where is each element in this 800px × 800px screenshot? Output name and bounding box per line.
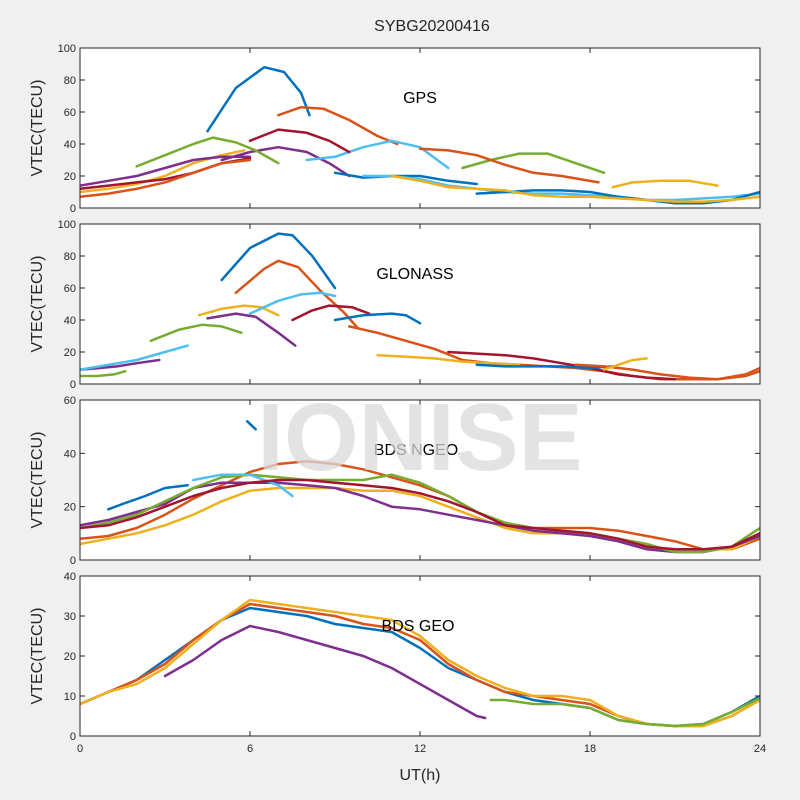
series-group — [80, 65, 760, 205]
series-line — [291, 304, 371, 322]
series-line — [220, 232, 337, 290]
y-axis-label: VTEC(TECU) — [29, 256, 46, 353]
series-line — [80, 158, 252, 199]
y-tick-label: 60 — [64, 107, 76, 119]
series-line — [447, 350, 677, 381]
x-axis-label: UT(h) — [400, 767, 441, 784]
y-tick-label: 20 — [64, 651, 76, 663]
y-tick-label: 0 — [70, 379, 76, 391]
panel-glonass: 0 20 40 60 80 100 VTEC(TECU) GLONASS — [29, 219, 761, 391]
y-tick-label: 30 — [64, 611, 76, 623]
series-line — [333, 312, 422, 325]
panel-label: BDS NGEO — [374, 442, 458, 459]
series-line — [489, 696, 760, 728]
x-tick-label: 18 — [584, 743, 596, 755]
y-tick-label: 40 — [64, 571, 76, 583]
series-group — [80, 598, 760, 728]
y-tick-label: 100 — [58, 43, 76, 55]
series-line — [611, 179, 719, 189]
figure-title: SYBG20200416 — [374, 18, 490, 35]
series-line — [248, 291, 337, 315]
series-line — [418, 147, 600, 184]
series-line — [277, 105, 399, 146]
y-tick-label: 0 — [70, 555, 76, 567]
panel-label: GPS — [403, 90, 437, 107]
series-line — [80, 155, 252, 187]
plot-area — [80, 48, 760, 208]
series-line — [80, 460, 760, 551]
series-line — [220, 145, 351, 178]
series-line — [149, 323, 243, 343]
plot-area — [80, 224, 760, 384]
series-line — [80, 473, 760, 554]
series-line — [206, 312, 297, 347]
y-tick-label: 20 — [64, 347, 76, 359]
series-line — [234, 259, 359, 330]
x-tick-label: 24 — [754, 743, 766, 755]
plot-area — [80, 576, 760, 736]
y-tick-label: 40 — [64, 315, 76, 327]
series-line — [80, 478, 760, 551]
series-line — [197, 304, 280, 317]
series-group — [80, 420, 760, 554]
series-line — [135, 136, 280, 168]
y-tick-label: 40 — [64, 139, 76, 151]
y-axis-label: VTEC(TECU) — [29, 80, 46, 177]
series-line — [245, 420, 257, 431]
y-tick-label: 0 — [70, 731, 76, 743]
y-axis-label: VTEC(TECU) — [29, 432, 46, 529]
x-tick-label: 0 — [77, 743, 83, 755]
y-tick-label: 10 — [64, 691, 76, 703]
series-line — [475, 363, 614, 370]
y-tick-label: 20 — [64, 171, 76, 183]
y-tick-label: 40 — [64, 448, 76, 460]
panel-bds-ngeo: 0 20 40 60 VTEC(TECU) BDS NGEO — [29, 395, 761, 567]
series-line — [362, 174, 760, 202]
series-line — [390, 174, 760, 203]
series-line — [376, 353, 521, 367]
y-tick-label: 80 — [64, 251, 76, 263]
y-tick-label: 0 — [70, 203, 76, 215]
x-tick-label: 12 — [414, 743, 426, 755]
y-tick-label: 60 — [64, 395, 76, 407]
y-tick-label: 60 — [64, 283, 76, 295]
series-line — [80, 344, 189, 371]
series-group — [80, 232, 760, 381]
series-line — [461, 152, 606, 175]
x-tick-label: 6 — [247, 743, 253, 755]
y-tick-label: 80 — [64, 75, 76, 87]
panel-gps: 0 20 40 60 80 100 VTEC(TECU) GPS — [29, 43, 761, 215]
series-line — [107, 484, 189, 511]
series-line — [248, 128, 351, 154]
panel-label: GLONASS — [376, 266, 453, 283]
series-line — [163, 624, 487, 720]
series-line — [333, 171, 478, 186]
y-tick-label: 20 — [64, 502, 76, 514]
series-line — [602, 357, 648, 371]
y-axis-label: VTEC(TECU) — [29, 608, 46, 705]
y-tick-label: 100 — [58, 219, 76, 231]
panel-bds-geo: 0 10 20 30 40 0 6 12 18 24 VTEC(TECU) BDS GEO — [29, 571, 766, 755]
series-line — [305, 139, 450, 170]
watermark: IONISE — [257, 384, 582, 491]
series-line — [80, 149, 246, 194]
panel-label: BDS GEO — [382, 618, 455, 635]
series-line — [192, 473, 294, 498]
series-line — [206, 65, 311, 133]
series-line — [80, 369, 127, 378]
